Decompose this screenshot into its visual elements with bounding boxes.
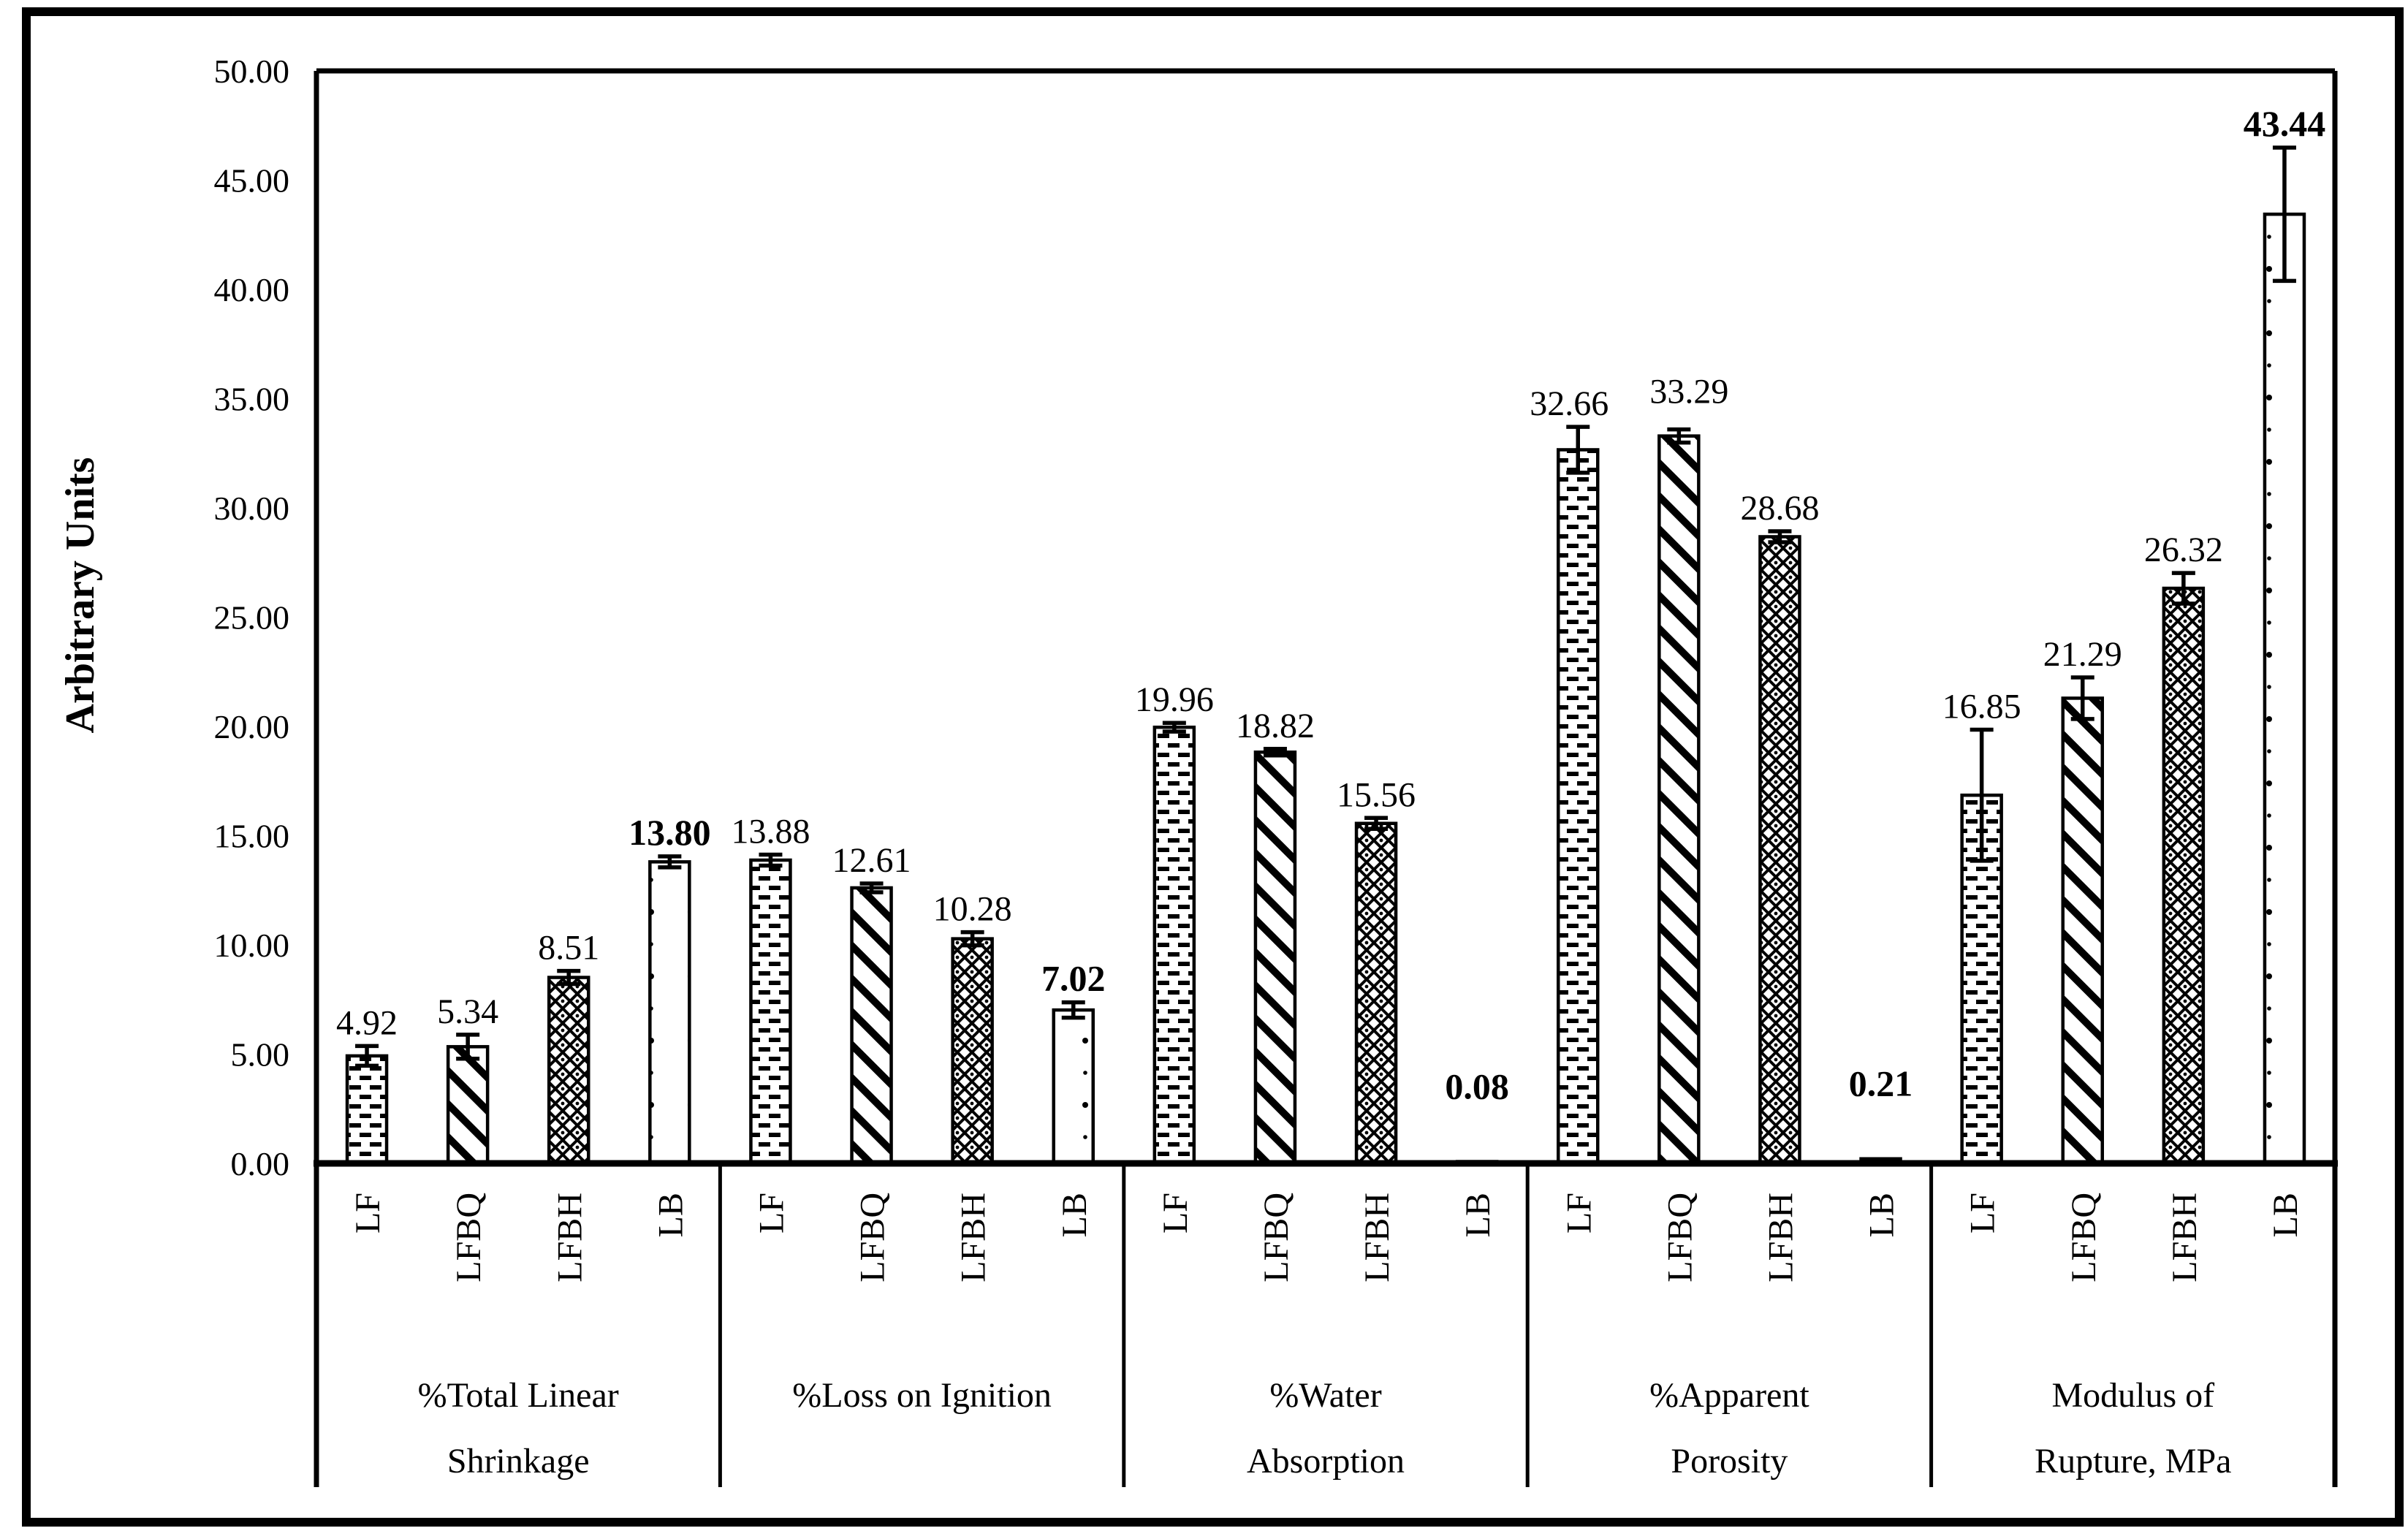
- y-tick-label: 0.00: [231, 1145, 290, 1182]
- y-tick-label: 20.00: [214, 708, 290, 745]
- bar-lb-1: [648, 860, 691, 1166]
- value-label: 18.82: [1236, 707, 1315, 745]
- series-tick-label: LFBQ: [1257, 1193, 1296, 1282]
- series-tick-label: LB: [2266, 1193, 2305, 1237]
- y-tick-label: 30.00: [214, 490, 290, 527]
- value-label: 0.08: [1445, 1066, 1509, 1107]
- value-label: 5.34: [437, 992, 498, 1031]
- group-label-line: Porosity: [1671, 1442, 1788, 1481]
- value-label: 0.21: [1849, 1063, 1913, 1104]
- value-label: 8.51: [538, 929, 599, 968]
- value-label: 4.92: [336, 1003, 398, 1042]
- series-tick-label: LF: [1560, 1193, 1598, 1234]
- value-label: 12.61: [832, 841, 911, 880]
- bar-lfbq-2: [850, 886, 893, 1166]
- series-tick-label: LB: [1055, 1193, 1094, 1237]
- series-tick-label: LF: [1964, 1193, 2002, 1234]
- y-tick-label: 50.00: [214, 53, 290, 90]
- value-label: 28.68: [1740, 489, 1819, 528]
- series-tick-label: LFBQ: [2065, 1193, 2103, 1282]
- bar-lfbh-4: [1758, 535, 1801, 1166]
- bar-lfbh-2: [951, 937, 994, 1166]
- value-label: 10.28: [933, 890, 1012, 929]
- series-tick-label: LB: [651, 1193, 690, 1237]
- value-label: 26.32: [2144, 531, 2223, 569]
- value-label: 32.66: [1530, 384, 1609, 423]
- series-tick-label: LFBQ: [449, 1193, 488, 1282]
- bar-lfbq-4: [1657, 434, 1701, 1166]
- value-label: 16.85: [1942, 687, 2021, 726]
- bar-lf-4: [1557, 448, 1600, 1166]
- value-label: 13.80: [628, 812, 711, 853]
- value-label: 33.29: [1649, 373, 1728, 411]
- figure-border: [22, 7, 2404, 1527]
- series-tick-label: LFBH: [1358, 1193, 1397, 1282]
- bar-lfbq-5: [2061, 696, 2104, 1166]
- series-tick-label: LF: [1156, 1193, 1195, 1234]
- series-tick-label: LF: [752, 1193, 791, 1234]
- value-label: 13.88: [731, 813, 810, 851]
- value-label: 7.02: [1041, 958, 1106, 999]
- group-label-line: %Total Linear: [418, 1376, 619, 1415]
- series-tick-label: LB: [1459, 1193, 1497, 1237]
- y-tick-label: 40.00: [214, 271, 290, 308]
- group-label-line: Shrinkage: [447, 1442, 590, 1481]
- bar-lf-3: [1152, 725, 1196, 1166]
- y-tick-label: 25.00: [214, 599, 290, 636]
- series-tick-label: LFBQ: [854, 1193, 892, 1282]
- bar-lb-5: [2263, 212, 2306, 1166]
- value-label: 19.96: [1135, 680, 1214, 719]
- group-label-line: %Apparent: [1649, 1376, 1809, 1415]
- y-tick-label: 10.00: [214, 927, 290, 964]
- group-label-line: Rupture, MPa: [2035, 1442, 2231, 1481]
- value-label: 15.56: [1337, 775, 1416, 814]
- series-tick-label: LFBH: [954, 1193, 993, 1282]
- bar-lfbh-3: [1354, 821, 1398, 1166]
- group-label-line: Modulus of: [2051, 1376, 2214, 1415]
- bar-lfbq-3: [1253, 750, 1297, 1166]
- bar-lf-1: [345, 1054, 389, 1166]
- series-tick-label: LF: [349, 1193, 387, 1234]
- bar-lf-2: [749, 858, 792, 1166]
- group-label-line: Absorption: [1247, 1442, 1405, 1481]
- y-axis-title: Arbitrary Units: [58, 457, 103, 734]
- group-label-line: %Water: [1269, 1376, 1381, 1415]
- bar-lfbh-5: [2162, 586, 2206, 1166]
- bar-lfbh-1: [547, 976, 590, 1166]
- y-tick-label: 45.00: [214, 162, 290, 200]
- value-label: 43.44: [2244, 103, 2326, 144]
- bar-lfbq-1: [446, 1045, 490, 1166]
- series-tick-label: LFBH: [2165, 1193, 2204, 1282]
- y-tick-label: 5.00: [231, 1036, 290, 1074]
- value-label: 21.29: [2043, 635, 2122, 674]
- group-label-line: %Loss on Ignition: [792, 1376, 1052, 1415]
- series-tick-label: LFBH: [550, 1193, 589, 1282]
- y-tick-label: 35.00: [214, 381, 290, 418]
- series-tick-label: LFBQ: [1660, 1193, 1699, 1282]
- y-tick-label: 15.00: [214, 818, 290, 855]
- series-tick-label: LB: [1863, 1193, 1902, 1237]
- bar-lb-2: [1052, 1008, 1095, 1166]
- series-tick-label: LFBH: [1761, 1193, 1800, 1282]
